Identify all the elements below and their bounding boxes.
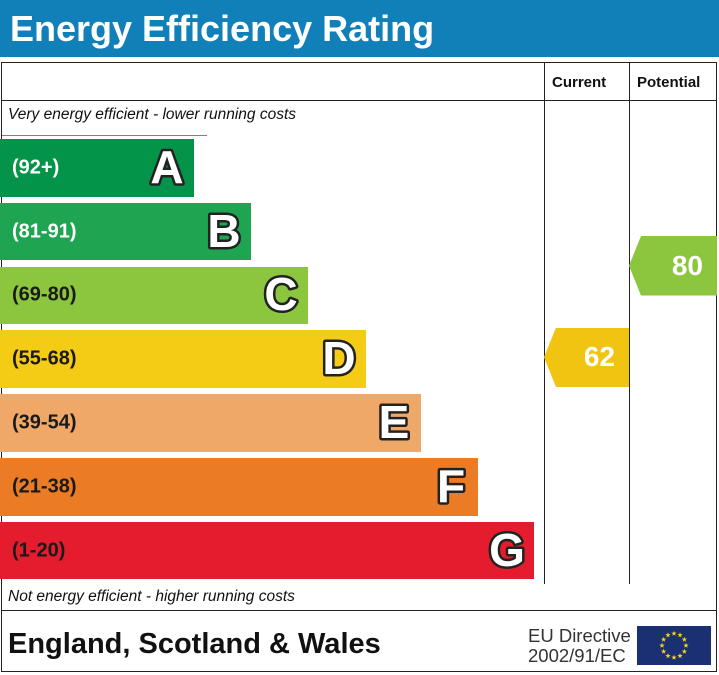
svg-text:A: A [150,143,183,193]
svg-text:B: B [207,207,240,257]
svg-text:E: E [379,398,410,448]
svg-text:G: G [489,526,525,576]
svg-text:D: D [322,334,355,384]
svg-text:F: F [437,462,465,512]
svg-text:C: C [264,270,297,320]
